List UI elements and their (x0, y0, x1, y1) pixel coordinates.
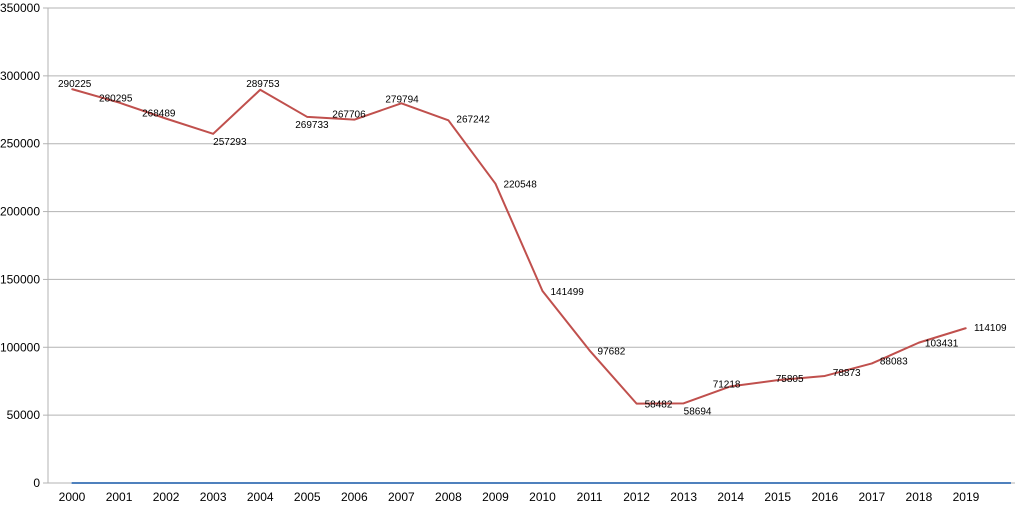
x-tick-label: 2007 (388, 490, 415, 504)
y-tick-label: 250000 (0, 137, 40, 151)
data-label: 71218 (713, 379, 741, 390)
data-label: 141499 (551, 287, 585, 298)
data-point (494, 182, 497, 185)
x-tick-label: 2017 (858, 490, 885, 504)
data-label: 268489 (142, 109, 176, 120)
data-point (306, 482, 309, 484)
series-line-0 (71, 88, 967, 405)
data-point (259, 88, 262, 91)
data-label: 220548 (503, 180, 537, 191)
data-point (635, 402, 638, 405)
data-label: 267706 (332, 110, 366, 121)
x-tick-label: 2019 (953, 490, 980, 504)
x-tick-label: 2014 (717, 490, 744, 504)
data-point (588, 482, 591, 484)
y-tick-label: 200000 (0, 205, 40, 219)
y-axis-ticks: 0 50000 100000 150000 200000 250000 300000 3500… (0, 1, 48, 490)
axes (47, 8, 1015, 484)
data-label: 257293 (213, 137, 247, 148)
x-tick-label: 2013 (670, 490, 697, 504)
data-label: 75805 (776, 374, 804, 385)
data-point (353, 482, 356, 484)
data-point (682, 402, 685, 405)
data-point (541, 482, 544, 484)
x-tick-label: 2016 (811, 490, 838, 504)
data-point (776, 482, 779, 484)
data-point (871, 362, 873, 365)
x-tick-label: 2002 (153, 490, 180, 504)
y-tick-label: 350000 (0, 1, 40, 15)
data-point (635, 482, 638, 484)
data-label: 114109 (974, 323, 1007, 334)
data-label: 78873 (833, 368, 861, 379)
data-point (259, 482, 262, 484)
y-tick-label: 100000 (0, 340, 40, 354)
data-point (776, 379, 779, 381)
data-point (353, 118, 356, 121)
data-point (118, 482, 120, 484)
data-point (494, 482, 497, 484)
data-label: 88083 (880, 356, 908, 367)
x-tick-label: 2000 (59, 490, 86, 504)
x-tick-label: 2001 (106, 490, 133, 504)
y-tick-label: 50000 (7, 408, 41, 422)
data-label: 97682 (598, 346, 626, 357)
data-label: 290225 (58, 79, 92, 90)
data-point (824, 482, 826, 484)
y-tick-label: 150000 (0, 272, 40, 286)
data-point (71, 482, 73, 484)
data-label: 280295 (99, 94, 133, 105)
data-point (871, 482, 873, 484)
data-labels: 290225 280295 268489 257293 289753 2697332677… (58, 79, 1007, 418)
series-lines (71, 88, 1011, 484)
x-tick-label: 2006 (341, 490, 368, 504)
x-tick-label: 2004 (247, 490, 274, 504)
data-point (306, 116, 309, 118)
data-point (400, 482, 403, 484)
data-point (400, 102, 403, 105)
data-label: 58694 (684, 406, 712, 417)
data-point (447, 482, 450, 484)
y-tick-label: 300000 (0, 69, 40, 83)
x-tick-label: 2011 (577, 490, 603, 504)
data-point (918, 341, 920, 344)
data-point (682, 482, 685, 484)
data-label: 103431 (925, 339, 959, 350)
data-point (71, 88, 73, 90)
data-point (118, 101, 120, 104)
data-point (729, 385, 732, 388)
data-label: 279794 (385, 94, 419, 105)
data-point (729, 482, 732, 484)
data-label: 267242 (456, 114, 490, 125)
data-point (165, 482, 167, 484)
x-tick-label: 2008 (435, 490, 462, 504)
data-point (212, 482, 214, 484)
data-point (212, 133, 214, 135)
data-point (541, 290, 544, 292)
x-tick-label: 2009 (482, 490, 509, 504)
gridlines (48, 7, 1015, 416)
data-point (824, 375, 826, 377)
data-point (165, 117, 167, 120)
data-point (965, 327, 967, 329)
x-tick-label: 2005 (294, 490, 321, 504)
data-point (965, 482, 967, 484)
x-tick-label: 2015 (764, 490, 791, 504)
data-label: 269733 (295, 120, 329, 131)
data-label: 58482 (645, 400, 673, 411)
data-point (918, 482, 920, 484)
y-tick-label: 0 (33, 476, 40, 490)
x-tick-label: 2003 (200, 490, 227, 504)
data-label: 289753 (246, 79, 280, 90)
x-tick-label: 2012 (623, 490, 650, 504)
x-tick-label: 2018 (906, 490, 933, 504)
x-axis-ticks: 2000 2001 2002 2003 2004 2005 2006 2007 2008 2009… (59, 490, 980, 504)
data-point (588, 349, 591, 352)
data-point (447, 119, 450, 122)
x-tick-label: 2010 (529, 490, 556, 504)
